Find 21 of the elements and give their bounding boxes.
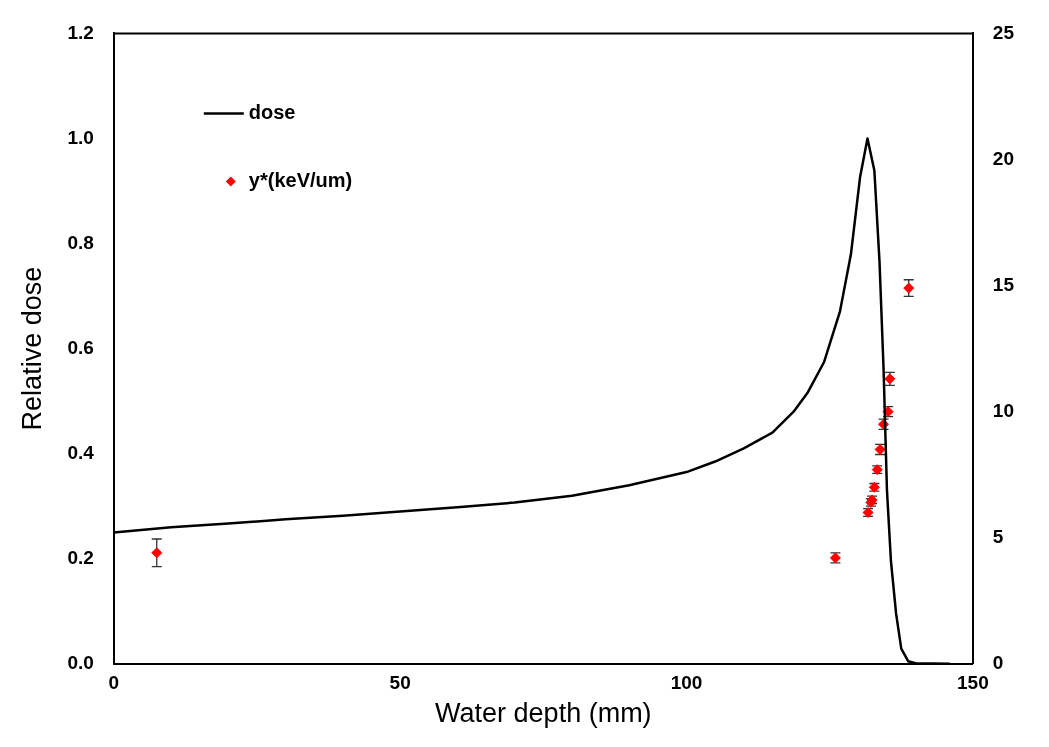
y-tick-label: 1.2 <box>67 21 94 43</box>
y-tick-label: 0.8 <box>67 231 94 253</box>
y-tick-label: 1.0 <box>67 126 94 148</box>
y-tick-label: 0.6 <box>67 336 94 358</box>
y2-tick-label: 15 <box>992 273 1015 295</box>
y2-tick-label: 10 <box>992 399 1015 421</box>
x-tick-label: 0 <box>108 672 120 694</box>
y-axis-title: Relative dose <box>16 266 47 431</box>
x-tick-label: 100 <box>670 672 703 694</box>
y-tick-label: 0.4 <box>67 441 95 463</box>
y-tick-label: 0.0 <box>67 652 94 674</box>
y2-tick-label: 20 <box>992 147 1015 169</box>
y2-tick-label: 25 <box>992 21 1015 43</box>
x-axis-title: Water depth (mm) <box>435 698 652 729</box>
y-tick-label: 0.2 <box>67 546 94 568</box>
legend-label: y*(keV/um) <box>248 168 353 191</box>
x-tick-label: 150 <box>957 672 989 694</box>
y2-tick-label: 5 <box>992 525 1004 547</box>
legend-label: dose <box>248 100 296 123</box>
x-tick-label: 50 <box>389 672 411 694</box>
y2-tick-label: 0 <box>992 652 1004 674</box>
